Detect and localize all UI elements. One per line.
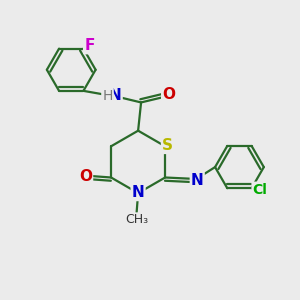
Text: CH₃: CH₃	[125, 213, 148, 226]
Text: F: F	[84, 38, 94, 53]
Text: S: S	[162, 138, 173, 153]
Text: O: O	[79, 169, 92, 184]
Text: N: N	[109, 88, 122, 103]
Text: Cl: Cl	[253, 183, 267, 197]
Text: N: N	[132, 185, 145, 200]
Text: N: N	[191, 173, 204, 188]
Text: O: O	[162, 87, 175, 102]
Text: H: H	[102, 88, 113, 103]
